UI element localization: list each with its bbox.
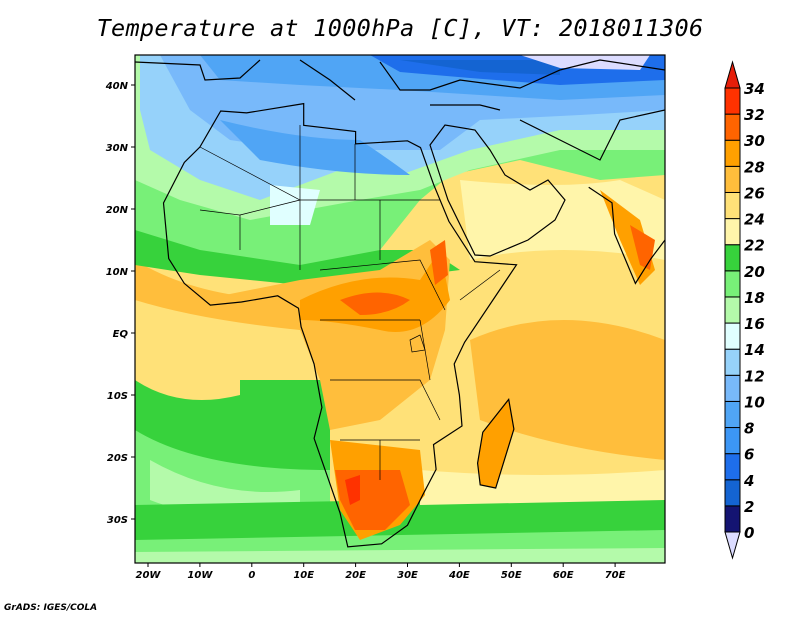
colorbar-label: 0 [744,524,754,542]
chart-title: Temperature at 1000hPa [C], VT: 20180113… [96,14,704,42]
colorbar-label: 20 [744,263,765,281]
lon-label: 10E [293,570,314,581]
colorbar-bin [724,400,741,429]
colorbar-bin [724,165,741,193]
colorbar-under-arrow [724,531,741,560]
colorbar-label: 14 [744,341,765,359]
lat-label: 30N [106,143,129,154]
lon-label: 10W [187,570,213,581]
colorbar-label: 24 [744,211,765,229]
colorbar-bin [724,191,741,220]
lon-label: 20W [136,570,162,581]
colorbar-label: 6 [744,446,754,464]
colorbar-bin [724,479,741,507]
colorbar-bin [724,505,741,533]
colorbar-label: 18 [744,289,765,307]
lat-label: 20S [107,453,128,464]
colorbar-bin [724,139,741,167]
colorbar-bin [724,218,741,246]
lat-label: 40N [105,81,129,92]
colorbar-label: 26 [744,184,765,202]
colorbar-label: 12 [744,367,765,385]
longitude-axis: 20W 10W 0 10E 20E 30E 40E 50E 60E 70E [136,563,626,581]
lon-label: 0 [248,570,255,581]
lon-label: 40E [448,570,470,581]
colorbar-bin [724,113,741,141]
lon-label: 70E [605,570,626,581]
colorbar-bin [724,270,741,298]
lat-label: 10N [106,267,129,278]
grads-credit: GrADS: IGES/COLA [4,603,98,613]
lon-label: 20E [345,570,366,581]
country-borders [199,125,501,480]
lat-label: 20N [106,205,129,216]
colorbar-label: 30 [744,132,765,150]
colorbar-bin [724,348,741,376]
colorbar-label: 22 [744,237,765,255]
lat-label: EQ [113,329,129,340]
latitude-axis: 40N 30N 20N 10N EQ 10S 20S 30S [105,81,135,526]
colorbar-label: 10 [744,393,765,411]
colorbar-bin [724,374,741,402]
colorbar-over-arrow [724,60,741,89]
colorbar-label: 2 [744,498,754,516]
colorbar-bin [724,453,741,481]
coastlines [135,59,665,548]
lon-label: 30E [397,570,418,581]
colorbar-label: 28 [744,158,765,176]
lat-label: 30S [107,515,128,526]
colorbar-bin [724,427,741,455]
colorbar-label: 8 [744,420,754,438]
colorbar-label: 32 [744,106,765,124]
lat-label: 10S [107,391,128,402]
colorbar-bin [724,87,741,115]
temperature-field [135,55,665,563]
colorbar-bin [724,322,741,350]
colorbar-bin [724,296,741,324]
lon-label: 60E [553,570,574,581]
colorbar-label: 34 [744,80,765,98]
colorbar-bin [724,244,741,272]
colorbar-label: 16 [744,315,765,333]
lon-label: 50E [501,570,522,581]
colorbar-label: 4 [743,472,754,490]
map-frame [134,54,666,564]
